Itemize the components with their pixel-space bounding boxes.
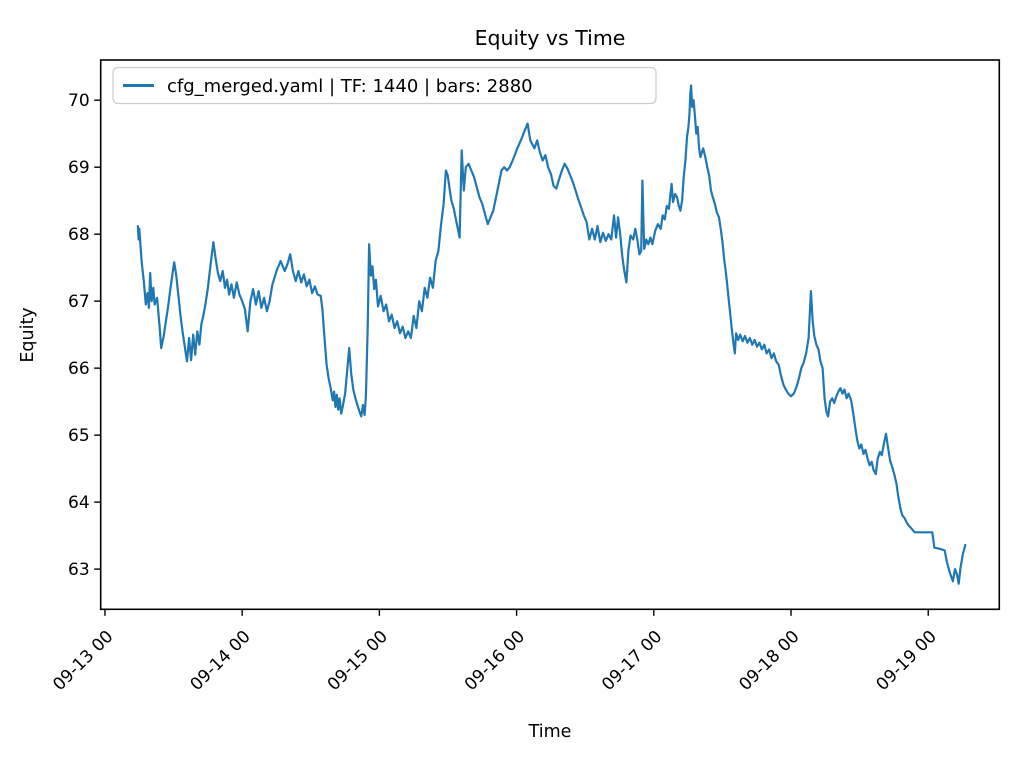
x-tick-label: 09-19 00 <box>873 627 941 695</box>
plot-frame <box>99 59 1001 611</box>
y-tick-label: 70 <box>68 91 90 111</box>
y-tick-label: 69 <box>68 158 90 178</box>
x-tick-label: 09-16 00 <box>461 627 529 695</box>
y-tick-label: 63 <box>68 560 90 580</box>
x-tick-label: 09-15 00 <box>324 627 392 695</box>
x-axis-label: Time <box>528 722 572 742</box>
legend: cfg_merged.yaml | TF: 1440 | bars: 2880 <box>112 66 657 105</box>
chart-title: Equity vs Time <box>475 26 626 50</box>
y-tick-label: 67 <box>68 292 90 312</box>
x-tick-label: 09-14 00 <box>187 627 255 695</box>
legend-label: cfg_merged.yaml | TF: 1440 | bars: 2880 <box>167 76 533 97</box>
y-tick-label: 65 <box>68 426 90 446</box>
x-tick-label: 09-17 00 <box>598 627 666 695</box>
legend-box <box>112 66 657 105</box>
data-series <box>136 84 967 585</box>
y-tick-label: 68 <box>68 225 90 245</box>
x-axis-ticks: 09-13 00 09-14 00 09-15 00 09-16 00 09-17 00… <box>49 609 941 695</box>
y-axis-label: Equity <box>18 307 38 362</box>
equity-line <box>136 84 967 585</box>
y-tick-label: 66 <box>68 359 90 379</box>
x-tick-label: 09-18 00 <box>735 627 803 695</box>
y-axis-ticks: 63 64 65 66 67 68 69 70 <box>68 91 101 580</box>
y-tick-label: 64 <box>68 493 90 513</box>
x-tick-label: 09-13 00 <box>49 627 117 695</box>
